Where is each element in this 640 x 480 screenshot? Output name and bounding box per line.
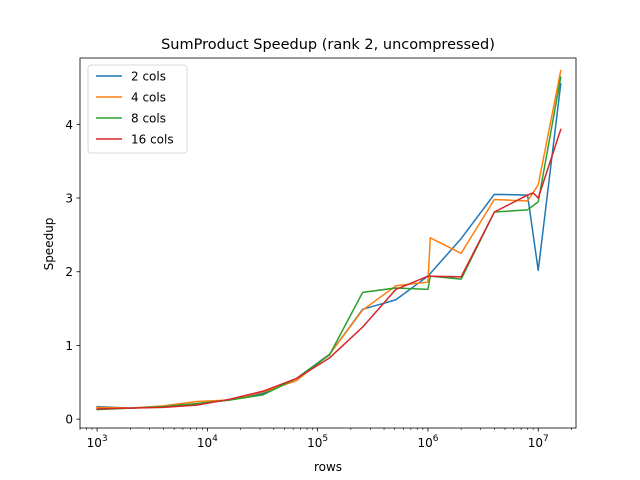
series-line-2 — [96, 69, 562, 409]
x-tick-label: 106 — [417, 434, 438, 450]
x-tick-label: 107 — [528, 434, 549, 450]
x-tick-label: 105 — [307, 434, 328, 450]
legend-label: 2 cols — [131, 70, 166, 84]
plot-frame — [79, 57, 577, 429]
legend-label: 4 cols — [131, 91, 166, 105]
legend-box — [87, 64, 188, 154]
y-tick-label: 3 — [65, 192, 73, 206]
series-line-3 — [96, 76, 562, 411]
series-line-4 — [96, 128, 562, 410]
y-axis-label: Speedup — [42, 218, 56, 271]
y-tick-label: 4 — [65, 118, 73, 132]
x-tick-label: 104 — [197, 434, 218, 450]
x-axis-label: rows — [314, 460, 342, 474]
legend-label: 8 cols — [131, 112, 166, 126]
legend-label: 16 cols — [131, 133, 174, 147]
legend: 2 cols 4 cols 8 cols 16 cols — [87, 64, 188, 154]
y-tick-label: 0 — [65, 413, 73, 427]
x-tick-label: 103 — [87, 434, 108, 450]
y-tick-label: 2 — [65, 265, 73, 279]
y-tick-label: 1 — [65, 339, 73, 353]
chart-title: SumProduct Speedup (rank 2, uncompressed… — [161, 37, 495, 53]
